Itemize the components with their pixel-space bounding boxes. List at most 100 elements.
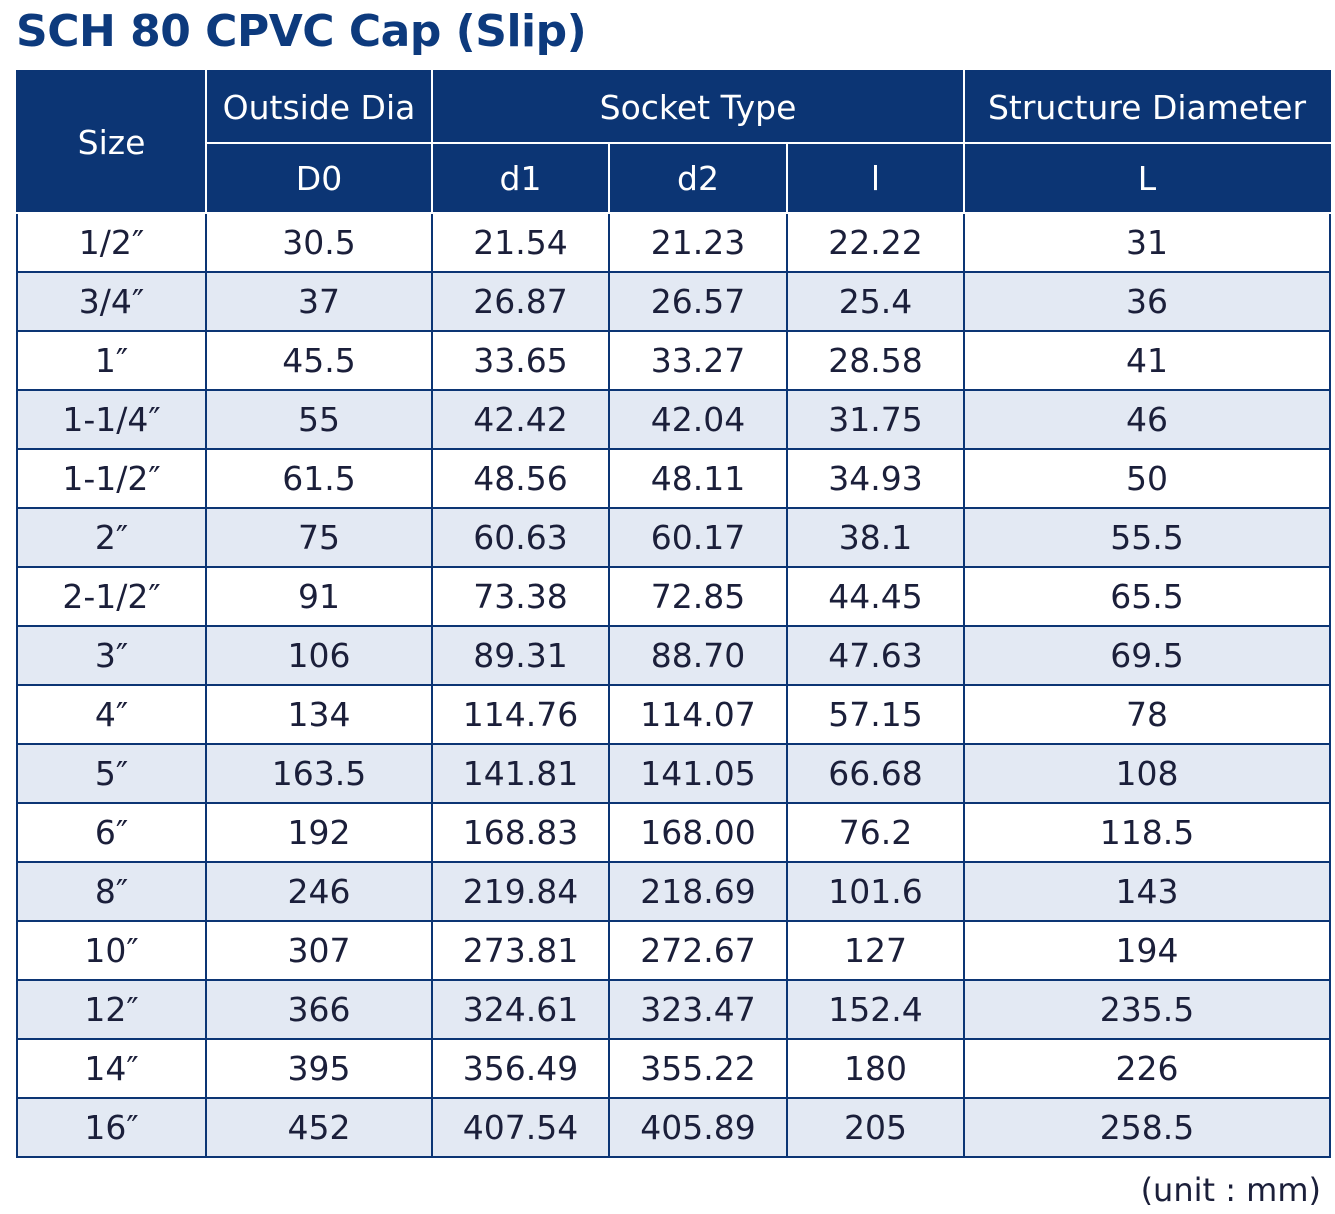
cell-d1: 89.31 — [431, 625, 610, 686]
cell-d1: 356.49 — [431, 1038, 610, 1099]
cell-d0: 163.5 — [205, 743, 433, 804]
cell-l-big: 41 — [963, 330, 1331, 391]
table-row: 8″ 246 219.84 218.69 101.6 143 — [16, 861, 1331, 922]
cell-d1: 42.42 — [431, 389, 610, 450]
cell-size: 3/4″ — [16, 271, 207, 332]
cell-d2: 60.17 — [608, 507, 788, 568]
cell-d2: 114.07 — [608, 684, 788, 745]
cell-l-small: 57.15 — [786, 684, 965, 745]
cell-d1: 33.65 — [431, 330, 610, 391]
header-size: Size — [16, 70, 207, 214]
cell-l-big: 50 — [963, 448, 1331, 509]
cell-l-big: 65.5 — [963, 566, 1331, 627]
cell-d2: 218.69 — [608, 861, 788, 922]
cell-size: 1/2″ — [16, 212, 207, 273]
cell-size: 1-1/4″ — [16, 389, 207, 450]
cell-d1: 273.81 — [431, 920, 610, 981]
header-structure-diameter: Structure Diameter — [963, 70, 1331, 144]
subheader-l-small: l — [786, 142, 965, 214]
cell-l-big: 194 — [963, 920, 1331, 981]
cell-l-small: 44.45 — [786, 566, 965, 627]
subheader-d1: d1 — [431, 142, 610, 214]
cell-d2: 26.57 — [608, 271, 788, 332]
page-title: SCH 80 CPVC Cap (Slip) — [16, 6, 587, 57]
cell-d2: 141.05 — [608, 743, 788, 804]
spec-table: Size Outside Dia Socket Type Structure D… — [16, 70, 1331, 1158]
cell-l-small: 34.93 — [786, 448, 965, 509]
table-row: 14″ 395 356.49 355.22 180 226 — [16, 1038, 1331, 1099]
cell-l-small: 38.1 — [786, 507, 965, 568]
cell-l-small: 152.4 — [786, 979, 965, 1040]
cell-l-small: 66.68 — [786, 743, 965, 804]
cell-d0: 30.5 — [205, 212, 433, 273]
cell-d0: 45.5 — [205, 330, 433, 391]
cell-d0: 106 — [205, 625, 433, 686]
table-row: 16″ 452 407.54 405.89 205 258.5 — [16, 1097, 1331, 1158]
table-row: 2″ 75 60.63 60.17 38.1 55.5 — [16, 507, 1331, 568]
table-body: 1/2″ 30.5 21.54 21.23 22.22 31 3/4″ 37 26.87 26.5… — [16, 212, 1331, 1158]
table-row: 1″ 45.5 33.65 33.27 28.58 41 — [16, 330, 1331, 391]
cell-d0: 134 — [205, 684, 433, 745]
cell-size: 1-1/2″ — [16, 448, 207, 509]
cell-l-small: 47.63 — [786, 625, 965, 686]
cell-l-big: 118.5 — [963, 802, 1331, 863]
cell-size: 6″ — [16, 802, 207, 863]
cell-d0: 55 — [205, 389, 433, 450]
cell-d1: 48.56 — [431, 448, 610, 509]
table-row: 4″ 134 114.76 114.07 57.15 78 — [16, 684, 1331, 745]
cell-l-small: 205 — [786, 1097, 965, 1158]
cell-d2: 21.23 — [608, 212, 788, 273]
cell-d1: 219.84 — [431, 861, 610, 922]
cell-d0: 75 — [205, 507, 433, 568]
cell-d1: 21.54 — [431, 212, 610, 273]
cell-d2: 405.89 — [608, 1097, 788, 1158]
header-socket-type: Socket Type — [431, 70, 965, 144]
cell-l-big: 108 — [963, 743, 1331, 804]
table-row: 2-1/2″ 91 73.38 72.85 44.45 65.5 — [16, 566, 1331, 627]
cell-d0: 307 — [205, 920, 433, 981]
cell-size: 12″ — [16, 979, 207, 1040]
cell-l-big: 78 — [963, 684, 1331, 745]
cell-l-big: 226 — [963, 1038, 1331, 1099]
cell-l-small: 25.4 — [786, 271, 965, 332]
cell-l-big: 55.5 — [963, 507, 1331, 568]
cell-d2: 48.11 — [608, 448, 788, 509]
table-row: 1-1/4″ 55 42.42 42.04 31.75 46 — [16, 389, 1331, 450]
header-outside-dia: Outside Dia — [205, 70, 433, 144]
cell-d0: 61.5 — [205, 448, 433, 509]
cell-d0: 395 — [205, 1038, 433, 1099]
cell-l-small: 127 — [786, 920, 965, 981]
cell-d1: 324.61 — [431, 979, 610, 1040]
cell-d1: 168.83 — [431, 802, 610, 863]
cell-size: 5″ — [16, 743, 207, 804]
cell-l-small: 180 — [786, 1038, 965, 1099]
cell-l-big: 36 — [963, 271, 1331, 332]
cell-l-small: 101.6 — [786, 861, 965, 922]
cell-d1: 114.76 — [431, 684, 610, 745]
cell-d2: 272.67 — [608, 920, 788, 981]
cell-d0: 192 — [205, 802, 433, 863]
cell-d2: 355.22 — [608, 1038, 788, 1099]
cell-l-small: 22.22 — [786, 212, 965, 273]
cell-d0: 91 — [205, 566, 433, 627]
cell-size: 4″ — [16, 684, 207, 745]
cell-size: 8″ — [16, 861, 207, 922]
cell-d2: 323.47 — [608, 979, 788, 1040]
subheader-d0: D0 — [205, 142, 433, 214]
table-row: 6″ 192 168.83 168.00 76.2 118.5 — [16, 802, 1331, 863]
cell-d0: 366 — [205, 979, 433, 1040]
cell-l-big: 258.5 — [963, 1097, 1331, 1158]
cell-d2: 88.70 — [608, 625, 788, 686]
cell-size: 2″ — [16, 507, 207, 568]
cell-size: 2-1/2″ — [16, 566, 207, 627]
table-row: 10″ 307 273.81 272.67 127 194 — [16, 920, 1331, 981]
cell-d2: 168.00 — [608, 802, 788, 863]
table-row: 3/4″ 37 26.87 26.57 25.4 36 — [16, 271, 1331, 332]
table-row: 1-1/2″ 61.5 48.56 48.11 34.93 50 — [16, 448, 1331, 509]
cell-d1: 26.87 — [431, 271, 610, 332]
cell-l-small: 31.75 — [786, 389, 965, 450]
cell-l-small: 76.2 — [786, 802, 965, 863]
cell-d1: 407.54 — [431, 1097, 610, 1158]
cell-d2: 72.85 — [608, 566, 788, 627]
table-header: Size Outside Dia Socket Type Structure D… — [16, 70, 1331, 214]
